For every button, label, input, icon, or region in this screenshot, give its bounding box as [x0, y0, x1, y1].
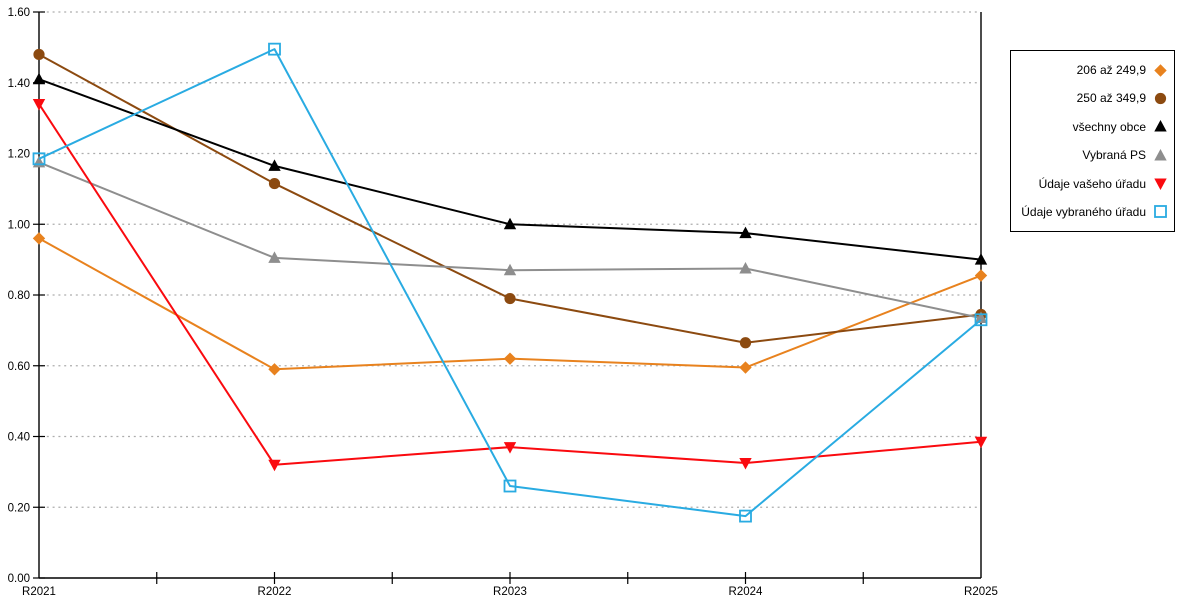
square-open-marker-icon — [739, 509, 752, 523]
series-4 — [32, 98, 988, 472]
legend-item: Vybraná PS — [1011, 141, 1174, 169]
legend-marker-square-open-icon — [1154, 205, 1167, 219]
chart-legend: 206 až 249,9 250 až 349,9 všechny obce Vybr… — [1010, 50, 1175, 232]
series-0 — [32, 232, 988, 376]
legend-item: 206 až 249,9 — [1011, 56, 1174, 84]
triangle-up-marker-icon — [268, 251, 281, 263]
triangle-down-marker-icon — [1154, 178, 1167, 191]
square-open-marker-icon — [1154, 205, 1167, 219]
legend-marker-triangle-up-icon — [1154, 120, 1167, 132]
legend-label: Vybraná PS — [1082, 148, 1146, 163]
legend-label: 250 až 349,9 — [1076, 91, 1146, 106]
legend-marker-circle-icon — [1154, 92, 1167, 105]
legend-label: všechny obce — [1072, 119, 1146, 134]
y-axis-tick-label: 0.60 — [8, 361, 30, 373]
circle-marker-icon — [33, 48, 45, 61]
x-axis-tick-label: R2021 — [22, 586, 56, 598]
series-line — [38, 103, 982, 466]
triangle-up-marker-icon — [503, 217, 517, 230]
triangle-up-marker-icon — [739, 226, 752, 239]
series-5 — [32, 42, 988, 523]
diamond-marker-icon — [32, 232, 46, 245]
diamond-marker-icon — [503, 352, 517, 365]
x-axis-tick-label: R2022 — [258, 586, 292, 598]
triangle-up-marker-icon — [1154, 120, 1167, 132]
y-axis-tick-label: 1.40 — [8, 78, 30, 90]
legend-marker-triangle-up-icon — [1154, 148, 1167, 161]
circle-marker-icon — [739, 337, 752, 349]
series-line — [38, 78, 982, 261]
legend-item: 250 až 349,9 — [1011, 84, 1174, 112]
y-axis-tick-label: 1.20 — [8, 149, 30, 161]
triangle-up-marker-icon — [268, 159, 281, 171]
y-axis-tick-label: 0.40 — [8, 432, 30, 444]
square-open-marker-icon — [503, 479, 517, 493]
legend-item: Údaje vybraného úřadu — [1011, 198, 1174, 226]
square-open-marker-icon — [974, 313, 988, 327]
x-axis-tick-label: R2023 — [493, 586, 527, 598]
y-axis-tick-label: 1.00 — [8, 219, 30, 231]
triangle-up-marker-icon — [32, 72, 46, 85]
circle-marker-icon — [504, 292, 516, 305]
diamond-marker-icon — [268, 363, 281, 376]
square-open-marker-icon — [32, 152, 46, 166]
legend-item: Údaje vašeho úřadu — [1011, 169, 1174, 197]
triangle-down-marker-icon — [503, 442, 517, 454]
y-axis-tick-label: 1.60 — [8, 7, 30, 19]
legend-marker-triangle-down-icon — [1154, 178, 1167, 191]
y-axis-tick-label: 0.80 — [8, 290, 30, 302]
x-axis-tick-label: R2025 — [964, 586, 998, 598]
circle-marker-icon — [268, 177, 281, 190]
legend-label: 206 až 249,9 — [1076, 63, 1146, 78]
square-open-marker-icon — [268, 42, 281, 56]
legend-marker-diamond-icon — [1154, 63, 1167, 77]
triangle-down-marker-icon — [739, 458, 752, 470]
diamond-marker-icon — [739, 361, 752, 374]
triangle-up-marker-icon — [739, 261, 752, 274]
x-axis-tick-label: R2024 — [729, 586, 763, 598]
triangle-down-marker-icon — [32, 98, 46, 111]
triangle-down-marker-icon — [268, 459, 281, 472]
triangle-down-marker-icon — [974, 436, 988, 449]
legend-label: Údaje vašeho úřadu — [1038, 176, 1146, 191]
triangle-up-marker-icon — [1154, 148, 1167, 161]
triangle-up-marker-icon — [974, 311, 988, 323]
diamond-marker-icon — [1154, 63, 1167, 77]
legend-label: Údaje vybraného úřadu — [1021, 204, 1146, 219]
series-line — [38, 48, 982, 518]
series-2 — [32, 72, 988, 265]
circle-marker-icon — [1154, 92, 1167, 105]
legend-item: všechny obce — [1011, 113, 1174, 141]
triangle-up-marker-icon — [503, 263, 517, 276]
y-axis-tick-label: 0.20 — [8, 502, 30, 514]
triangle-up-marker-icon — [974, 253, 988, 265]
y-axis-tick-label: 0.00 — [8, 573, 30, 585]
diamond-marker-icon — [974, 269, 988, 282]
